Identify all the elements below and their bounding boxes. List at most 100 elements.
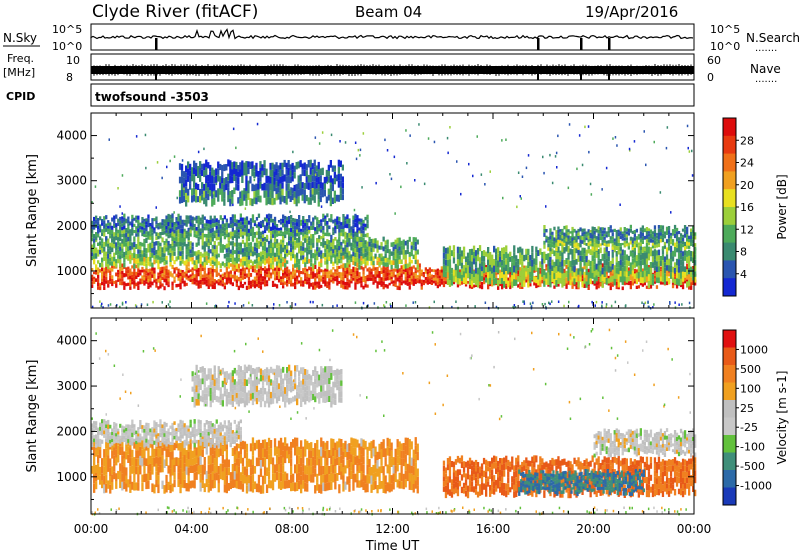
power-cell (103, 286, 106, 290)
power-cell (223, 272, 226, 276)
power-cell (261, 230, 265, 235)
power-cell (661, 254, 665, 261)
power-cell (293, 191, 296, 198)
power-cell (326, 244, 329, 250)
power-cell (171, 241, 174, 246)
power-cell (694, 235, 697, 240)
power-cell (177, 237, 180, 242)
power-cell (647, 267, 651, 275)
power-cell (571, 241, 574, 245)
power-cell (400, 245, 403, 251)
power-cell (133, 267, 136, 272)
power-scatter-point (610, 304, 613, 308)
power-cell (253, 280, 257, 285)
power-cell (603, 265, 606, 272)
power-cell (374, 270, 377, 274)
power-cell (191, 220, 194, 224)
power-cell (314, 230, 317, 235)
power-cell (645, 238, 649, 243)
power-cell (103, 256, 106, 261)
power-cell (348, 271, 351, 276)
power-cell (329, 190, 332, 199)
power-cell (225, 222, 228, 227)
power-cell (609, 236, 612, 240)
power-cell (487, 253, 490, 260)
power-cell (265, 283, 269, 287)
power-cell (647, 246, 651, 254)
power-cell (293, 197, 296, 205)
power-cell (677, 240, 681, 244)
power-cell (617, 285, 620, 290)
power-cell (390, 276, 393, 279)
power-cell (161, 283, 164, 287)
power-cell (115, 263, 118, 268)
power-cell (215, 229, 218, 234)
power-cell (313, 159, 316, 167)
power-cell (203, 251, 206, 258)
power-cell (131, 219, 134, 224)
power-cell (362, 247, 365, 254)
power-cell (543, 244, 546, 249)
power-cell (663, 234, 667, 239)
power-cell (561, 259, 564, 267)
nsearch-dotted-marker: ....... (755, 43, 777, 54)
power-cell (205, 276, 208, 280)
power-cell (191, 249, 194, 254)
power-cell (157, 245, 160, 251)
power-cell (111, 225, 114, 230)
power-cell (611, 263, 614, 270)
power-cell (360, 251, 363, 257)
power-cell (633, 257, 636, 263)
power-cell (394, 277, 397, 281)
power-cell (647, 234, 651, 237)
power-cell (683, 246, 687, 251)
power-cell (324, 241, 327, 245)
power-cell (97, 286, 100, 290)
power-cell (418, 271, 421, 276)
power-cell (209, 177, 212, 184)
freq-dropout-0 (155, 72, 157, 80)
power-cell (575, 236, 578, 240)
power-cell (283, 196, 286, 204)
power-cell (235, 176, 238, 184)
power-cell (97, 242, 100, 246)
power-cell (319, 195, 322, 203)
power-cell (563, 242, 566, 247)
power-cell (621, 286, 624, 291)
power-cell (631, 247, 634, 251)
power-cell (189, 233, 192, 237)
power-cell (535, 252, 538, 259)
power-cell (221, 177, 224, 184)
power-cell (354, 239, 357, 244)
power-cell (137, 268, 140, 273)
power-cell (342, 221, 345, 226)
power-cell (207, 235, 210, 239)
power-cell (123, 241, 126, 247)
power-cell (175, 284, 178, 288)
power-cell (583, 228, 586, 232)
power-scatter-point (555, 151, 558, 155)
power-cell (302, 283, 305, 287)
power-cell (362, 278, 365, 282)
power-cell (322, 213, 325, 218)
power-cell (320, 269, 323, 273)
power-cell (141, 217, 144, 221)
power-cell (273, 233, 277, 239)
power-cell (249, 221, 253, 226)
power-cell (273, 225, 277, 230)
power-cell (227, 262, 230, 268)
power-cell (643, 235, 646, 240)
power-scatter-point (669, 301, 671, 304)
power-cell (316, 247, 319, 252)
power-cell (169, 243, 172, 249)
power-scatter-point (248, 301, 250, 305)
power-cell (307, 182, 310, 190)
power-cell (686, 241, 689, 246)
power-scatter-point (641, 301, 643, 304)
power-cell (316, 272, 319, 276)
power-scatter-point (612, 137, 614, 140)
power-cell (549, 232, 552, 236)
power-cell (551, 241, 554, 245)
power-cell (143, 272, 146, 275)
power-cell (398, 246, 401, 251)
